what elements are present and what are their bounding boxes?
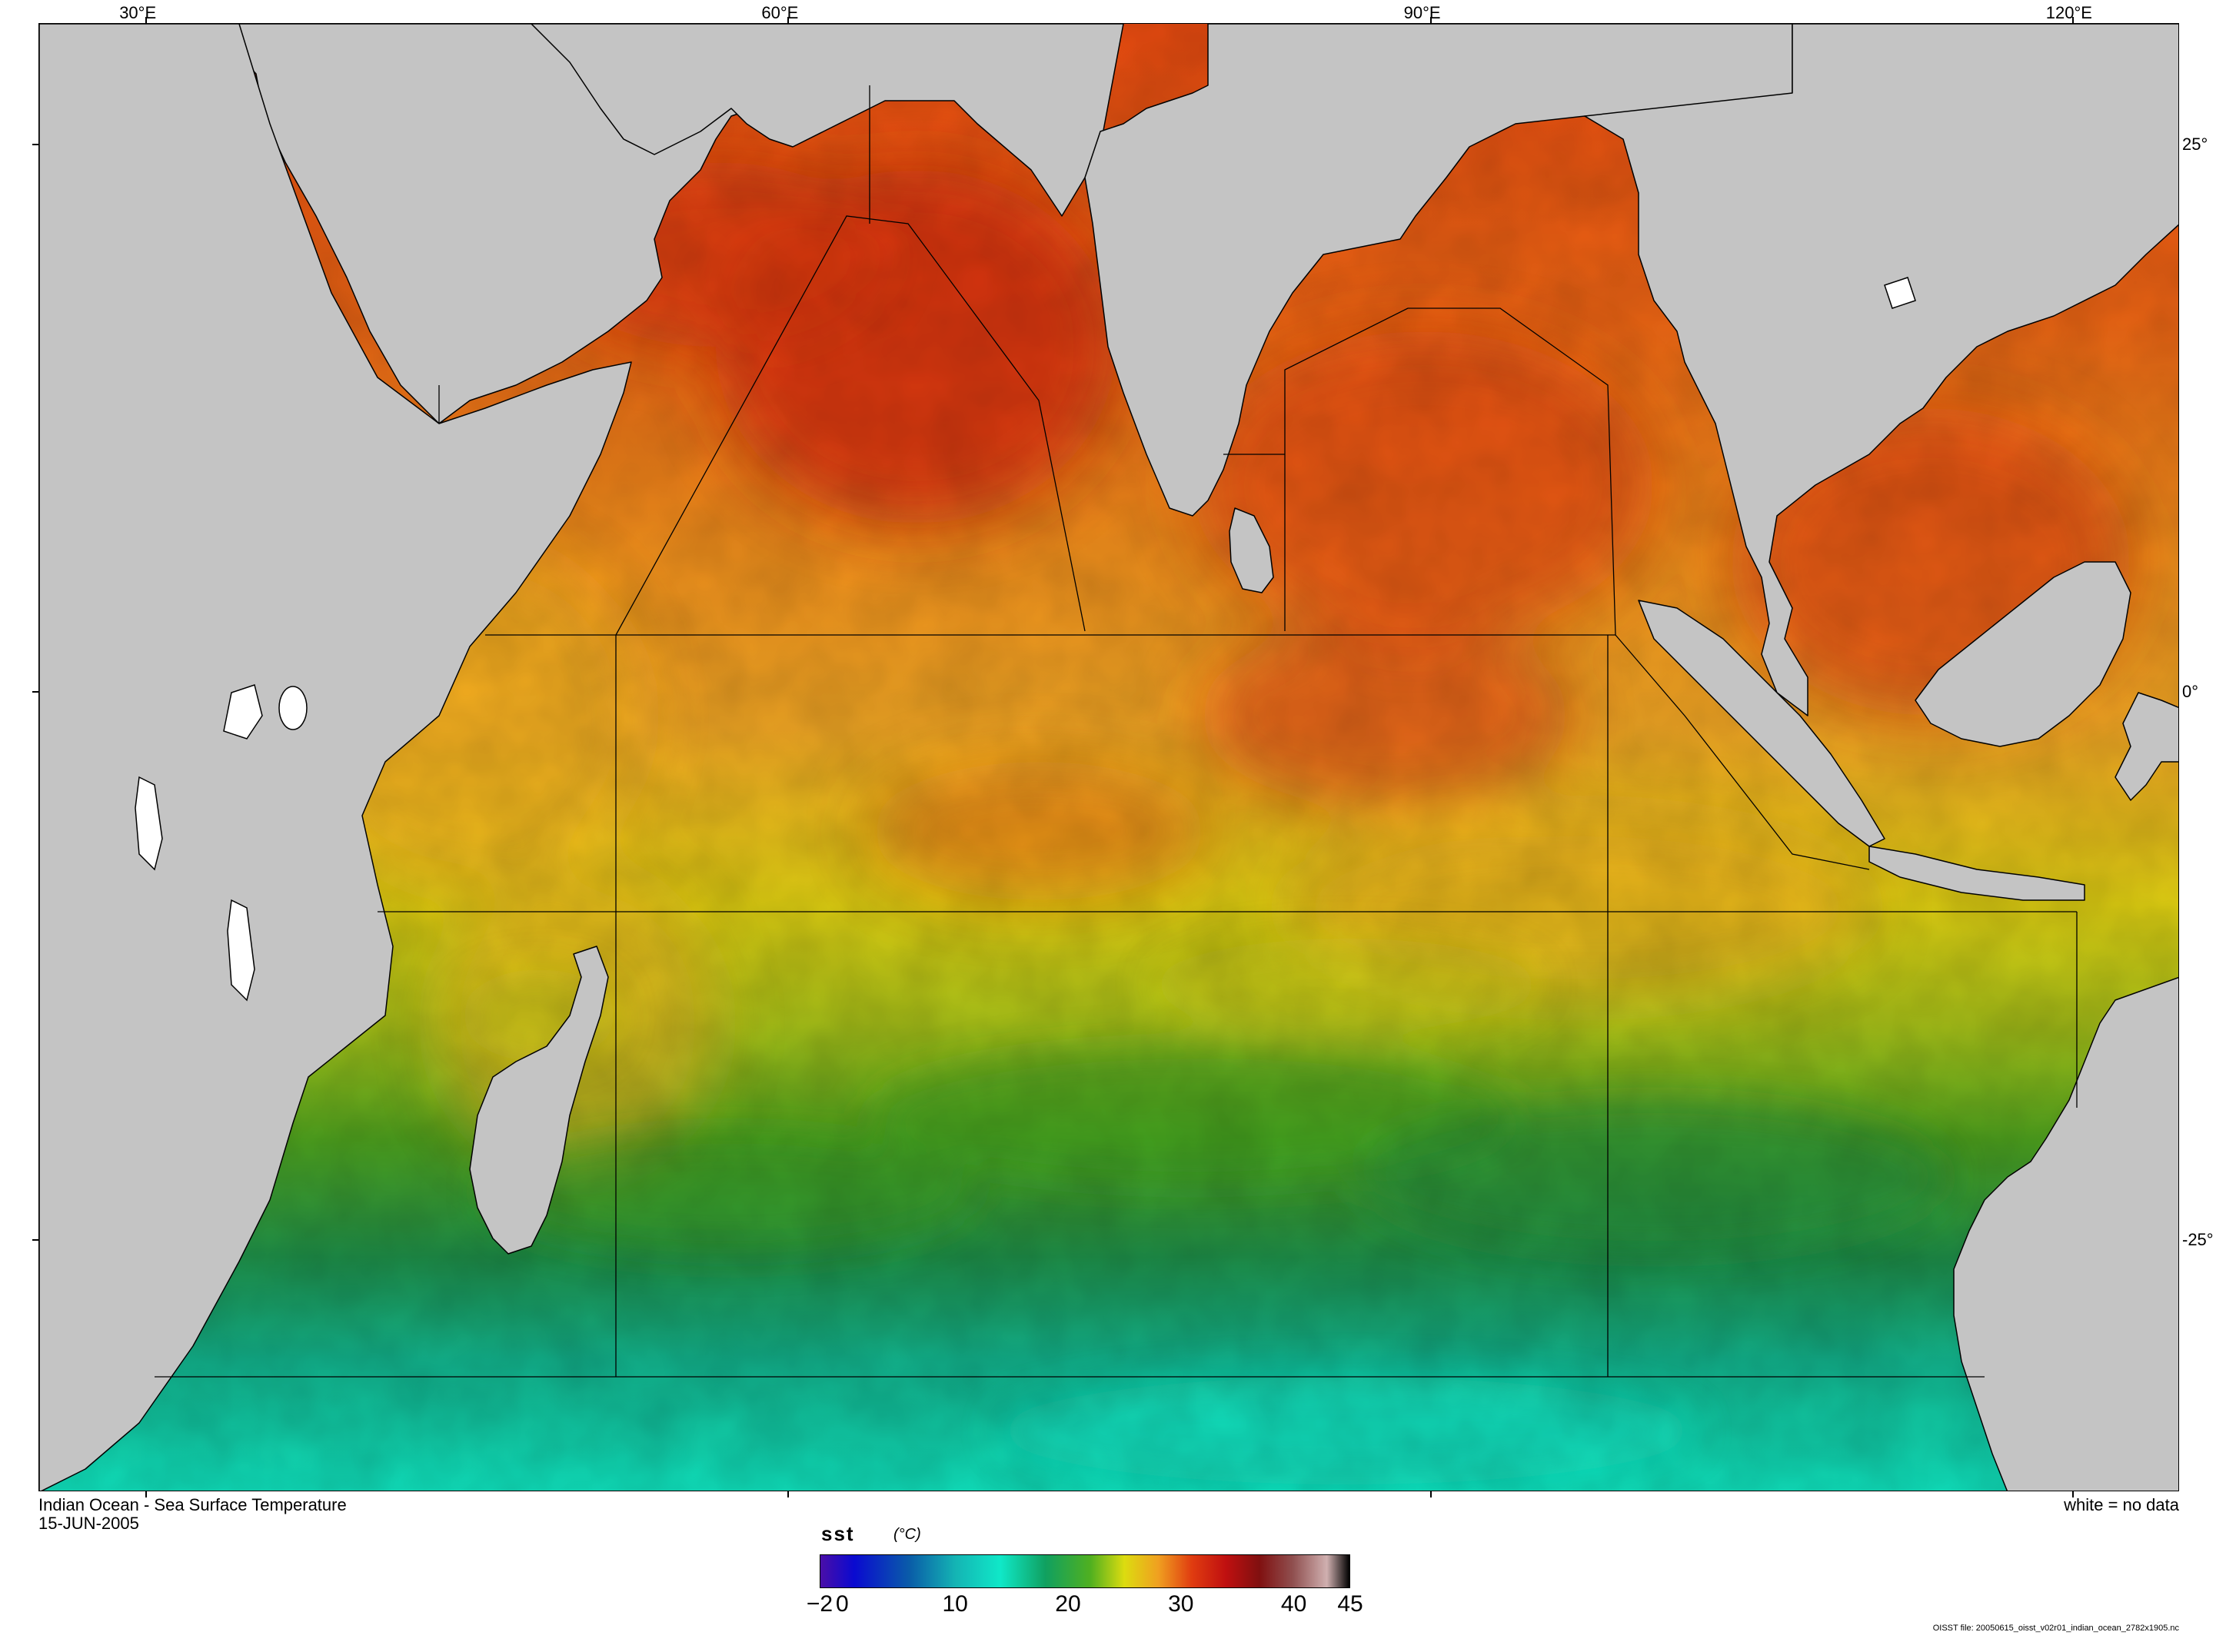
region-boundaries bbox=[155, 85, 2078, 1378]
longitude-tick-bottom bbox=[787, 1491, 790, 1497]
longitude-label: 90°E bbox=[1403, 3, 1441, 22]
sst-map bbox=[38, 23, 2179, 1491]
colorbar-tick-label: 30 bbox=[1168, 1591, 1194, 1617]
longitude-tick-bottom bbox=[145, 1491, 148, 1497]
map-title: Indian Ocean - Sea Surface Temperature 1… bbox=[38, 1496, 347, 1533]
no-data-note: white = no data bbox=[2064, 1495, 2179, 1514]
map-title-line-1: Indian Ocean - Sea Surface Temperature bbox=[38, 1495, 347, 1514]
sst-map-svg bbox=[39, 24, 2178, 1491]
latitude-tick-left bbox=[32, 1239, 38, 1241]
colorbar bbox=[820, 1554, 1350, 1588]
arabia-land bbox=[531, 24, 1124, 217]
colorbar-tick-label: 45 bbox=[1337, 1591, 1363, 1617]
no-data-patches bbox=[135, 277, 1916, 1002]
longitude-tick-top bbox=[1429, 17, 1432, 23]
longitude-tick-top bbox=[145, 17, 148, 23]
longitude-label: 60°E bbox=[761, 3, 799, 22]
longitude-label: 30°E bbox=[119, 3, 157, 22]
latitude-label: 25° bbox=[2182, 134, 2208, 154]
colorbar-tick-label: 0 bbox=[836, 1591, 849, 1617]
latitude-label: 0° bbox=[2182, 682, 2199, 702]
latitude-tick-left bbox=[32, 143, 38, 145]
longitude-tick-bottom bbox=[2071, 1491, 2074, 1497]
latitude-tick-left bbox=[32, 691, 38, 693]
latitude-label: -25° bbox=[2182, 1230, 2214, 1250]
longitude-tick-bottom bbox=[1429, 1491, 1432, 1497]
longitude-label: 120°E bbox=[2045, 3, 2092, 22]
sumatra-land bbox=[1638, 600, 1885, 847]
se-asia-land bbox=[1584, 24, 2178, 716]
map-date: 15-JUN-2005 bbox=[38, 1514, 139, 1533]
colorbar-tick-label: 40 bbox=[1280, 1591, 1307, 1617]
longitude-tick-top bbox=[787, 17, 790, 23]
colorbar-tick-label: 20 bbox=[1055, 1591, 1081, 1617]
colorbar-unit: (°C) bbox=[893, 1526, 921, 1543]
madagascar-land bbox=[469, 946, 609, 1255]
java-land bbox=[1868, 846, 2085, 901]
borneo-land bbox=[1915, 561, 2131, 747]
file-note: OISST file: 20050615_oisst_v02r01_indian… bbox=[1932, 1624, 2179, 1633]
colorbar-tick-label: 10 bbox=[942, 1591, 968, 1617]
colorbar-variable: sst bbox=[821, 1522, 855, 1545]
colorbar-tick-label: −2 bbox=[806, 1591, 833, 1617]
sri-lanka-land bbox=[1229, 507, 1274, 593]
india-land bbox=[1084, 24, 1793, 517]
land-masses bbox=[39, 24, 2178, 1491]
sulawesi-land bbox=[2115, 692, 2178, 801]
australia-land bbox=[1953, 976, 2178, 1491]
longitude-tick-top bbox=[2071, 17, 2074, 23]
